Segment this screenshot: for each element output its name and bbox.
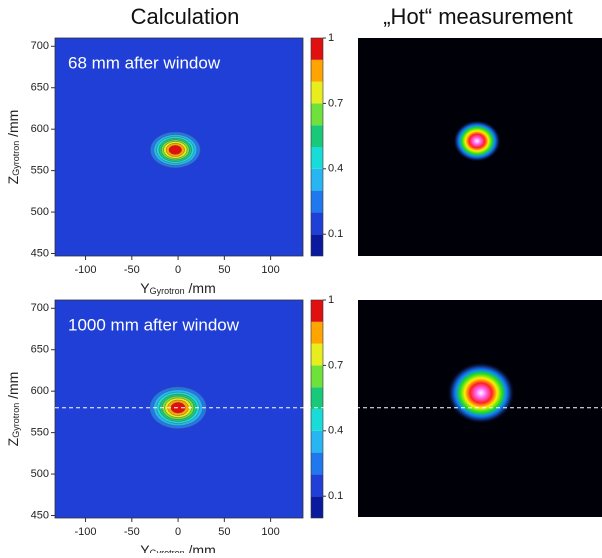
colorbar-band bbox=[311, 82, 323, 104]
colorbar-tick-label: 0.7 bbox=[328, 97, 343, 109]
colorbar-tick-label: 1 bbox=[328, 294, 334, 306]
colorbar-band bbox=[311, 474, 323, 496]
y-label-sub: Gyrotron bbox=[11, 141, 21, 176]
colorbar-band bbox=[311, 125, 323, 147]
colorbar-tick-label: 0.1 bbox=[328, 490, 343, 502]
x-axis-label: YGyrotron /mm bbox=[140, 280, 215, 297]
colorbar-band bbox=[311, 147, 323, 169]
x-tick-label: 0 bbox=[175, 264, 181, 276]
contours bbox=[150, 132, 200, 168]
x-tick-label: 100 bbox=[261, 264, 279, 276]
x-tick-label: -100 bbox=[75, 264, 97, 276]
x-tick-label: 100 bbox=[261, 526, 279, 538]
y-label-sub: Gyrotron bbox=[11, 403, 21, 438]
colorbar-band bbox=[311, 234, 323, 256]
figure: Calculation „Hot“ measurement 68 mm afte… bbox=[0, 0, 602, 553]
colorbar-band bbox=[311, 431, 323, 453]
y-tick-label: 550 bbox=[31, 165, 49, 177]
colorbar-band bbox=[311, 38, 323, 60]
y-tick-label: 700 bbox=[31, 302, 49, 314]
x-axis-label: YGyrotron /mm bbox=[140, 542, 215, 553]
x-tick-label: 0 bbox=[175, 526, 181, 538]
colorbar-band bbox=[311, 365, 323, 387]
colorbar-band bbox=[311, 103, 323, 125]
y-axis-label: ZGyrotron /mm bbox=[5, 110, 22, 185]
y-tick-label: 650 bbox=[31, 82, 49, 94]
colorbar-band bbox=[311, 300, 323, 322]
colorbar-band bbox=[311, 322, 323, 344]
x-label-sub: Gyrotron bbox=[150, 286, 185, 296]
y-tick-label: 450 bbox=[31, 509, 49, 521]
x-tick-label: 50 bbox=[218, 264, 230, 276]
y-tick-label: 600 bbox=[31, 123, 49, 135]
colorbar-tick-label: 0.7 bbox=[328, 359, 343, 371]
colorbar-band bbox=[311, 169, 323, 191]
y-label-unit: /mm bbox=[5, 372, 21, 403]
x-tick-label: -100 bbox=[75, 526, 97, 538]
colorbar-tick-label: 1 bbox=[328, 32, 334, 44]
colorbar-tick-label: 0.4 bbox=[328, 163, 343, 175]
y-label-unit: /mm bbox=[5, 110, 21, 141]
colorbar-band bbox=[311, 191, 323, 213]
measurement-spot bbox=[447, 362, 515, 424]
colorbar-tick-label: 0.4 bbox=[328, 425, 343, 437]
column-title: „Hot“ measurement bbox=[383, 4, 573, 29]
y-tick-label: 550 bbox=[31, 427, 49, 439]
y-tick-label: 500 bbox=[31, 206, 49, 218]
colorbar-band bbox=[311, 453, 323, 475]
x-label-unit: /mm bbox=[185, 542, 216, 553]
colorbar-band bbox=[311, 60, 323, 82]
y-tick-label: 450 bbox=[31, 247, 49, 259]
x-label-unit: /mm bbox=[185, 280, 216, 296]
colorbar-band bbox=[311, 344, 323, 366]
colorbar-band bbox=[311, 496, 323, 518]
contour-band bbox=[169, 145, 182, 154]
y-tick-label: 500 bbox=[31, 468, 49, 480]
x-tick-label: -50 bbox=[124, 526, 140, 538]
x-label-sub: Gyrotron bbox=[150, 548, 185, 553]
colorbar-band bbox=[311, 409, 323, 431]
annotation: 68 mm after window bbox=[68, 53, 221, 72]
y-tick-label: 650 bbox=[31, 344, 49, 356]
y-axis-label: ZGyrotron /mm bbox=[5, 372, 22, 447]
column-title: Calculation bbox=[131, 4, 240, 29]
x-tick-label: -50 bbox=[124, 264, 140, 276]
x-tick-label: 50 bbox=[218, 526, 230, 538]
colorbar-band bbox=[311, 387, 323, 409]
measurement-spot bbox=[453, 120, 501, 162]
y-tick-label: 600 bbox=[31, 385, 49, 397]
annotation: 1000 mm after window bbox=[68, 315, 240, 334]
colorbar-tick-label: 0.1 bbox=[328, 228, 343, 240]
y-tick-label: 700 bbox=[31, 40, 49, 52]
colorbar-band bbox=[311, 212, 323, 234]
